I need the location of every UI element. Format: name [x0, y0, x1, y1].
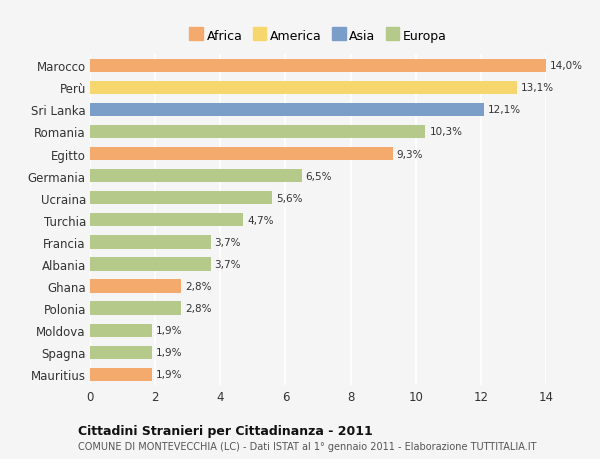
Bar [90, 236, 211, 249]
Text: 1,9%: 1,9% [156, 325, 182, 336]
Text: 10,3%: 10,3% [430, 127, 463, 137]
Text: 12,1%: 12,1% [488, 105, 521, 115]
Bar [90, 258, 211, 271]
Text: 2,8%: 2,8% [185, 281, 212, 291]
Bar [90, 368, 152, 381]
Bar [90, 126, 425, 139]
Bar [90, 214, 243, 227]
Bar [90, 280, 181, 293]
Text: 9,3%: 9,3% [397, 149, 424, 159]
Bar [90, 60, 546, 73]
Legend: Africa, America, Asia, Europa: Africa, America, Asia, Europa [187, 28, 449, 45]
Text: 1,9%: 1,9% [156, 369, 182, 380]
Text: 1,9%: 1,9% [156, 347, 182, 358]
Bar [90, 346, 152, 359]
Text: 4,7%: 4,7% [247, 215, 274, 225]
Bar [90, 104, 484, 117]
Text: 2,8%: 2,8% [185, 303, 212, 313]
Text: 5,6%: 5,6% [277, 193, 303, 203]
Text: Cittadini Stranieri per Cittadinanza - 2011: Cittadini Stranieri per Cittadinanza - 2… [78, 424, 373, 437]
Text: 6,5%: 6,5% [305, 171, 332, 181]
Text: COMUNE DI MONTEVECCHIA (LC) - Dati ISTAT al 1° gennaio 2011 - Elaborazione TUTTI: COMUNE DI MONTEVECCHIA (LC) - Dati ISTAT… [78, 441, 536, 451]
Bar [90, 192, 272, 205]
Text: 3,7%: 3,7% [214, 237, 241, 247]
Bar [90, 170, 302, 183]
Bar [90, 324, 152, 337]
Bar [90, 148, 393, 161]
Bar [90, 302, 181, 315]
Text: 14,0%: 14,0% [550, 61, 583, 71]
Bar [90, 82, 517, 95]
Text: 3,7%: 3,7% [214, 259, 241, 269]
Text: 13,1%: 13,1% [521, 83, 554, 93]
